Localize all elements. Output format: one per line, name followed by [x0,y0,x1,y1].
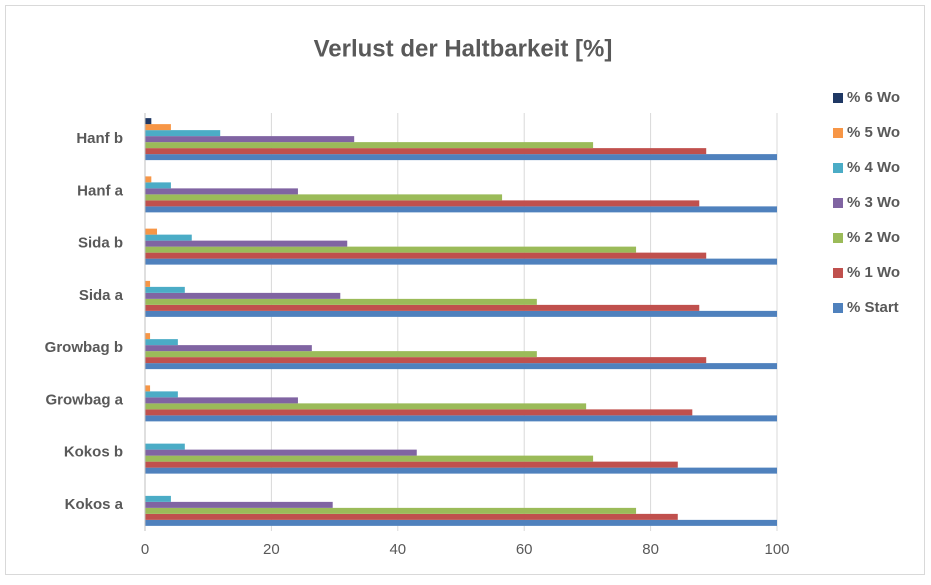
y-tick-label: Kokos a [65,496,124,513]
bar [145,286,185,293]
y-tick-label: Sida a [79,287,124,304]
bar [145,363,777,370]
x-tick-label: 40 [389,541,406,558]
bar [145,176,152,183]
bar [145,118,152,125]
bar [145,136,355,143]
legend-swatch [833,268,843,278]
bar [145,142,594,149]
x-tick-label: 100 [764,541,789,558]
bar [145,130,221,137]
x-tick-label: 0 [141,541,149,558]
chart-frame [5,5,925,575]
legend-swatch [833,93,843,103]
y-tick-label: Hanf a [77,182,124,199]
bar [145,467,777,474]
bar [145,397,298,404]
bar [145,409,693,416]
bar [145,194,503,201]
bar [145,298,537,305]
bar [145,461,678,468]
bar [145,310,777,317]
bar [145,345,312,352]
bar [145,280,151,287]
bar [145,206,777,213]
bar [145,188,298,195]
y-tick-label: Kokos b [64,444,123,461]
bar [145,501,333,508]
bar [145,258,777,265]
legend-label: % 6 Wo [847,89,900,106]
bar [145,246,637,253]
x-tick-label: 20 [263,541,280,558]
bar [145,449,417,456]
bar [145,292,341,299]
legend-label: % 4 Wo [847,159,900,176]
bar [145,154,777,161]
legend-label: % 1 Wo [847,264,900,281]
bar [145,351,537,358]
bar [145,403,587,410]
bar [145,391,178,398]
y-tick-label: Growbag a [45,391,123,408]
y-tick-label: Sida b [78,235,123,252]
bar [145,519,777,526]
bar [145,124,171,131]
chart-title: Verlust der Haltbarkeit [%] [314,35,613,62]
bar [145,357,707,364]
y-tick-label: Growbag b [45,339,123,356]
legend-swatch [833,198,843,208]
bar [145,513,678,520]
legend-swatch [833,163,843,173]
bar [145,148,707,155]
legend-swatch [833,303,843,313]
legend-swatch [833,233,843,243]
legend-label: % 2 Wo [847,229,900,246]
bar [145,228,158,235]
bar [145,304,700,311]
bar [145,507,637,514]
legend-label: % 3 Wo [847,194,900,211]
bar [145,182,171,189]
legend-swatch [833,128,843,138]
bar [145,252,707,259]
x-tick-label: 60 [516,541,533,558]
legend-label: % Start [847,299,899,316]
bar [145,415,777,422]
bar [145,455,594,462]
bar [145,333,151,340]
bar [145,385,151,392]
bar [145,234,192,241]
bar [145,240,348,247]
bar [145,443,185,450]
bar [145,339,178,346]
legend-label: % 5 Wo [847,124,900,141]
y-tick-label: Hanf b [76,130,123,147]
bar [145,200,700,207]
bar [145,495,171,502]
x-tick-label: 80 [642,541,659,558]
